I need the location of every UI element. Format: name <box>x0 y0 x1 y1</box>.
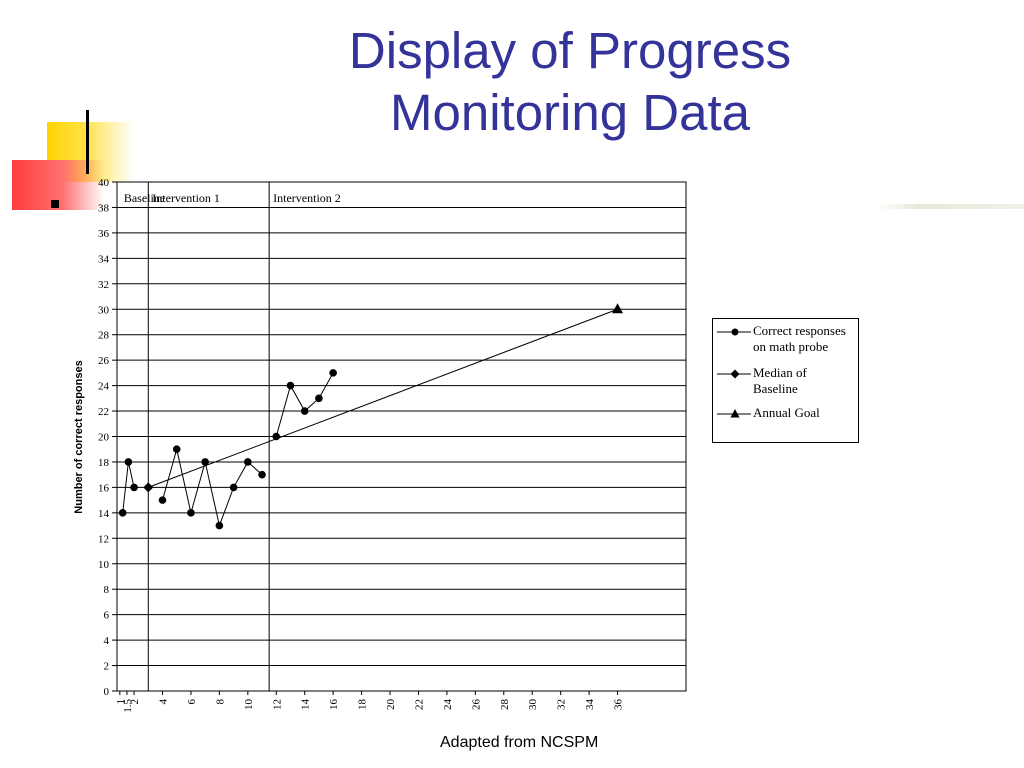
decorative-horizontal-line <box>875 204 1024 209</box>
y-tick-label: 12 <box>98 533 109 545</box>
slide-title-line-2: Monitoring Data <box>389 84 750 141</box>
y-tick-label: 22 <box>98 406 109 418</box>
data-line-segment <box>162 449 263 528</box>
y-tick-label: 30 <box>98 304 110 316</box>
y-tick-label: 36 <box>98 228 110 240</box>
legend-entry-correct-responses: Correct responses on math probe <box>717 323 857 359</box>
data-series <box>118 303 624 530</box>
legend-entry-annual-goal: Annual Goal <box>717 405 857 425</box>
phase-label: Intervention 1 <box>152 191 220 205</box>
x-tick-label: 20 <box>385 699 397 711</box>
x-tick-label: 32 <box>556 699 568 710</box>
x-tick-label: 24 <box>442 699 454 711</box>
data-point-correct-response <box>172 445 181 454</box>
y-tick-label: 18 <box>98 457 110 469</box>
legend-label-line: on math probe <box>753 339 829 354</box>
data-point-correct-response <box>158 496 167 504</box>
y-tick-label: 40 <box>98 177 110 189</box>
data-point-correct-response <box>201 458 209 466</box>
legend-label-line: Correct responses <box>753 323 846 338</box>
x-tick-label: 4 <box>158 699 170 705</box>
data-point-correct-response <box>272 432 281 441</box>
y-axis-label: Number of correct responses <box>73 360 85 513</box>
data-point-correct-response <box>124 458 133 466</box>
y-tick-label: 0 <box>104 686 110 698</box>
y-tick-label: 2 <box>104 661 110 673</box>
y-tick-label: 32 <box>98 279 109 291</box>
data-point-correct-response <box>215 521 224 530</box>
data-point-correct-response <box>118 509 127 517</box>
x-tick-label: 10 <box>243 699 255 711</box>
x-tick-label: 6 <box>186 699 198 705</box>
x-tick-label: 26 <box>470 699 482 711</box>
legend-triangle-marker-icon <box>717 409 751 418</box>
legend-diamond-marker-icon <box>717 369 751 379</box>
source-footnote: Adapted from NCSPM <box>440 734 599 751</box>
x-tick-label: 12 <box>271 699 283 710</box>
data-point-correct-response <box>329 369 337 377</box>
data-point-correct-response <box>286 381 295 390</box>
y-tick-label: 10 <box>98 559 110 571</box>
legend-label-line: Median of <box>753 365 807 380</box>
y-tick-label: 8 <box>104 584 110 596</box>
legend-label-line: Annual Goal <box>753 405 820 420</box>
legend-circle-marker-icon <box>717 328 751 336</box>
data-point-correct-response <box>315 394 323 403</box>
y-tick-label: 4 <box>104 635 110 647</box>
aimline <box>148 308 618 488</box>
phase-label: Intervention 2 <box>273 191 341 205</box>
legend-label-line: Baseline <box>753 381 798 396</box>
y-tick-label: 28 <box>98 330 110 342</box>
legend-entry-median-of-baseline: Median of Baseline <box>717 365 857 401</box>
y-tick-label: 20 <box>98 432 110 444</box>
x-tick-label: 8 <box>214 699 226 705</box>
data-point-annual-goal <box>612 303 624 314</box>
y-tick-label: 26 <box>98 355 110 367</box>
data-line-segment <box>275 372 334 437</box>
y-tick-label: 16 <box>98 482 110 494</box>
data-point-correct-response <box>300 407 309 415</box>
chart-gridlines <box>117 181 686 692</box>
decorative-bullet-square <box>51 200 59 208</box>
y-tick-label: 6 <box>104 610 110 622</box>
x-tick-label: 16 <box>328 699 340 711</box>
y-tick-label: 14 <box>98 508 110 520</box>
x-tick-label: 2 <box>129 699 141 705</box>
data-point-median-baseline <box>143 482 154 493</box>
x-tick-label: 34 <box>584 699 596 711</box>
x-tick-label: 1.5 <box>122 699 134 713</box>
x-tick-label: 1 <box>115 699 127 705</box>
decorative-vertical-line <box>86 110 89 174</box>
x-tick-label: 30 <box>527 699 539 711</box>
x-tick-label: 18 <box>357 699 369 711</box>
y-tick-label: 38 <box>98 202 110 214</box>
phase-label: Baseline <box>124 191 165 205</box>
data-point-correct-response <box>244 458 252 466</box>
slide-title: Display of Progress Monitoring Data <box>300 20 840 144</box>
chart-legend: Correct responses on math probe Median o… <box>712 318 859 443</box>
slide-title-line-1: Display of Progress <box>348 22 792 79</box>
x-tick-label: 14 <box>300 699 312 711</box>
data-point-correct-response <box>258 470 266 479</box>
plot-frame <box>116 181 687 692</box>
x-tick-label: 36 <box>613 699 625 711</box>
data-point-correct-response <box>187 509 195 517</box>
data-point-correct-response <box>229 483 238 492</box>
y-tick-label: 34 <box>98 253 110 265</box>
y-tick-label: 24 <box>98 381 110 393</box>
x-tick-label: 28 <box>499 699 511 711</box>
aimline-group <box>148 308 618 488</box>
data-point-correct-response <box>130 483 138 492</box>
x-tick-label: 22 <box>413 699 425 710</box>
chart-axes: 024681012141618202224262830323436384011.… <box>98 177 687 713</box>
